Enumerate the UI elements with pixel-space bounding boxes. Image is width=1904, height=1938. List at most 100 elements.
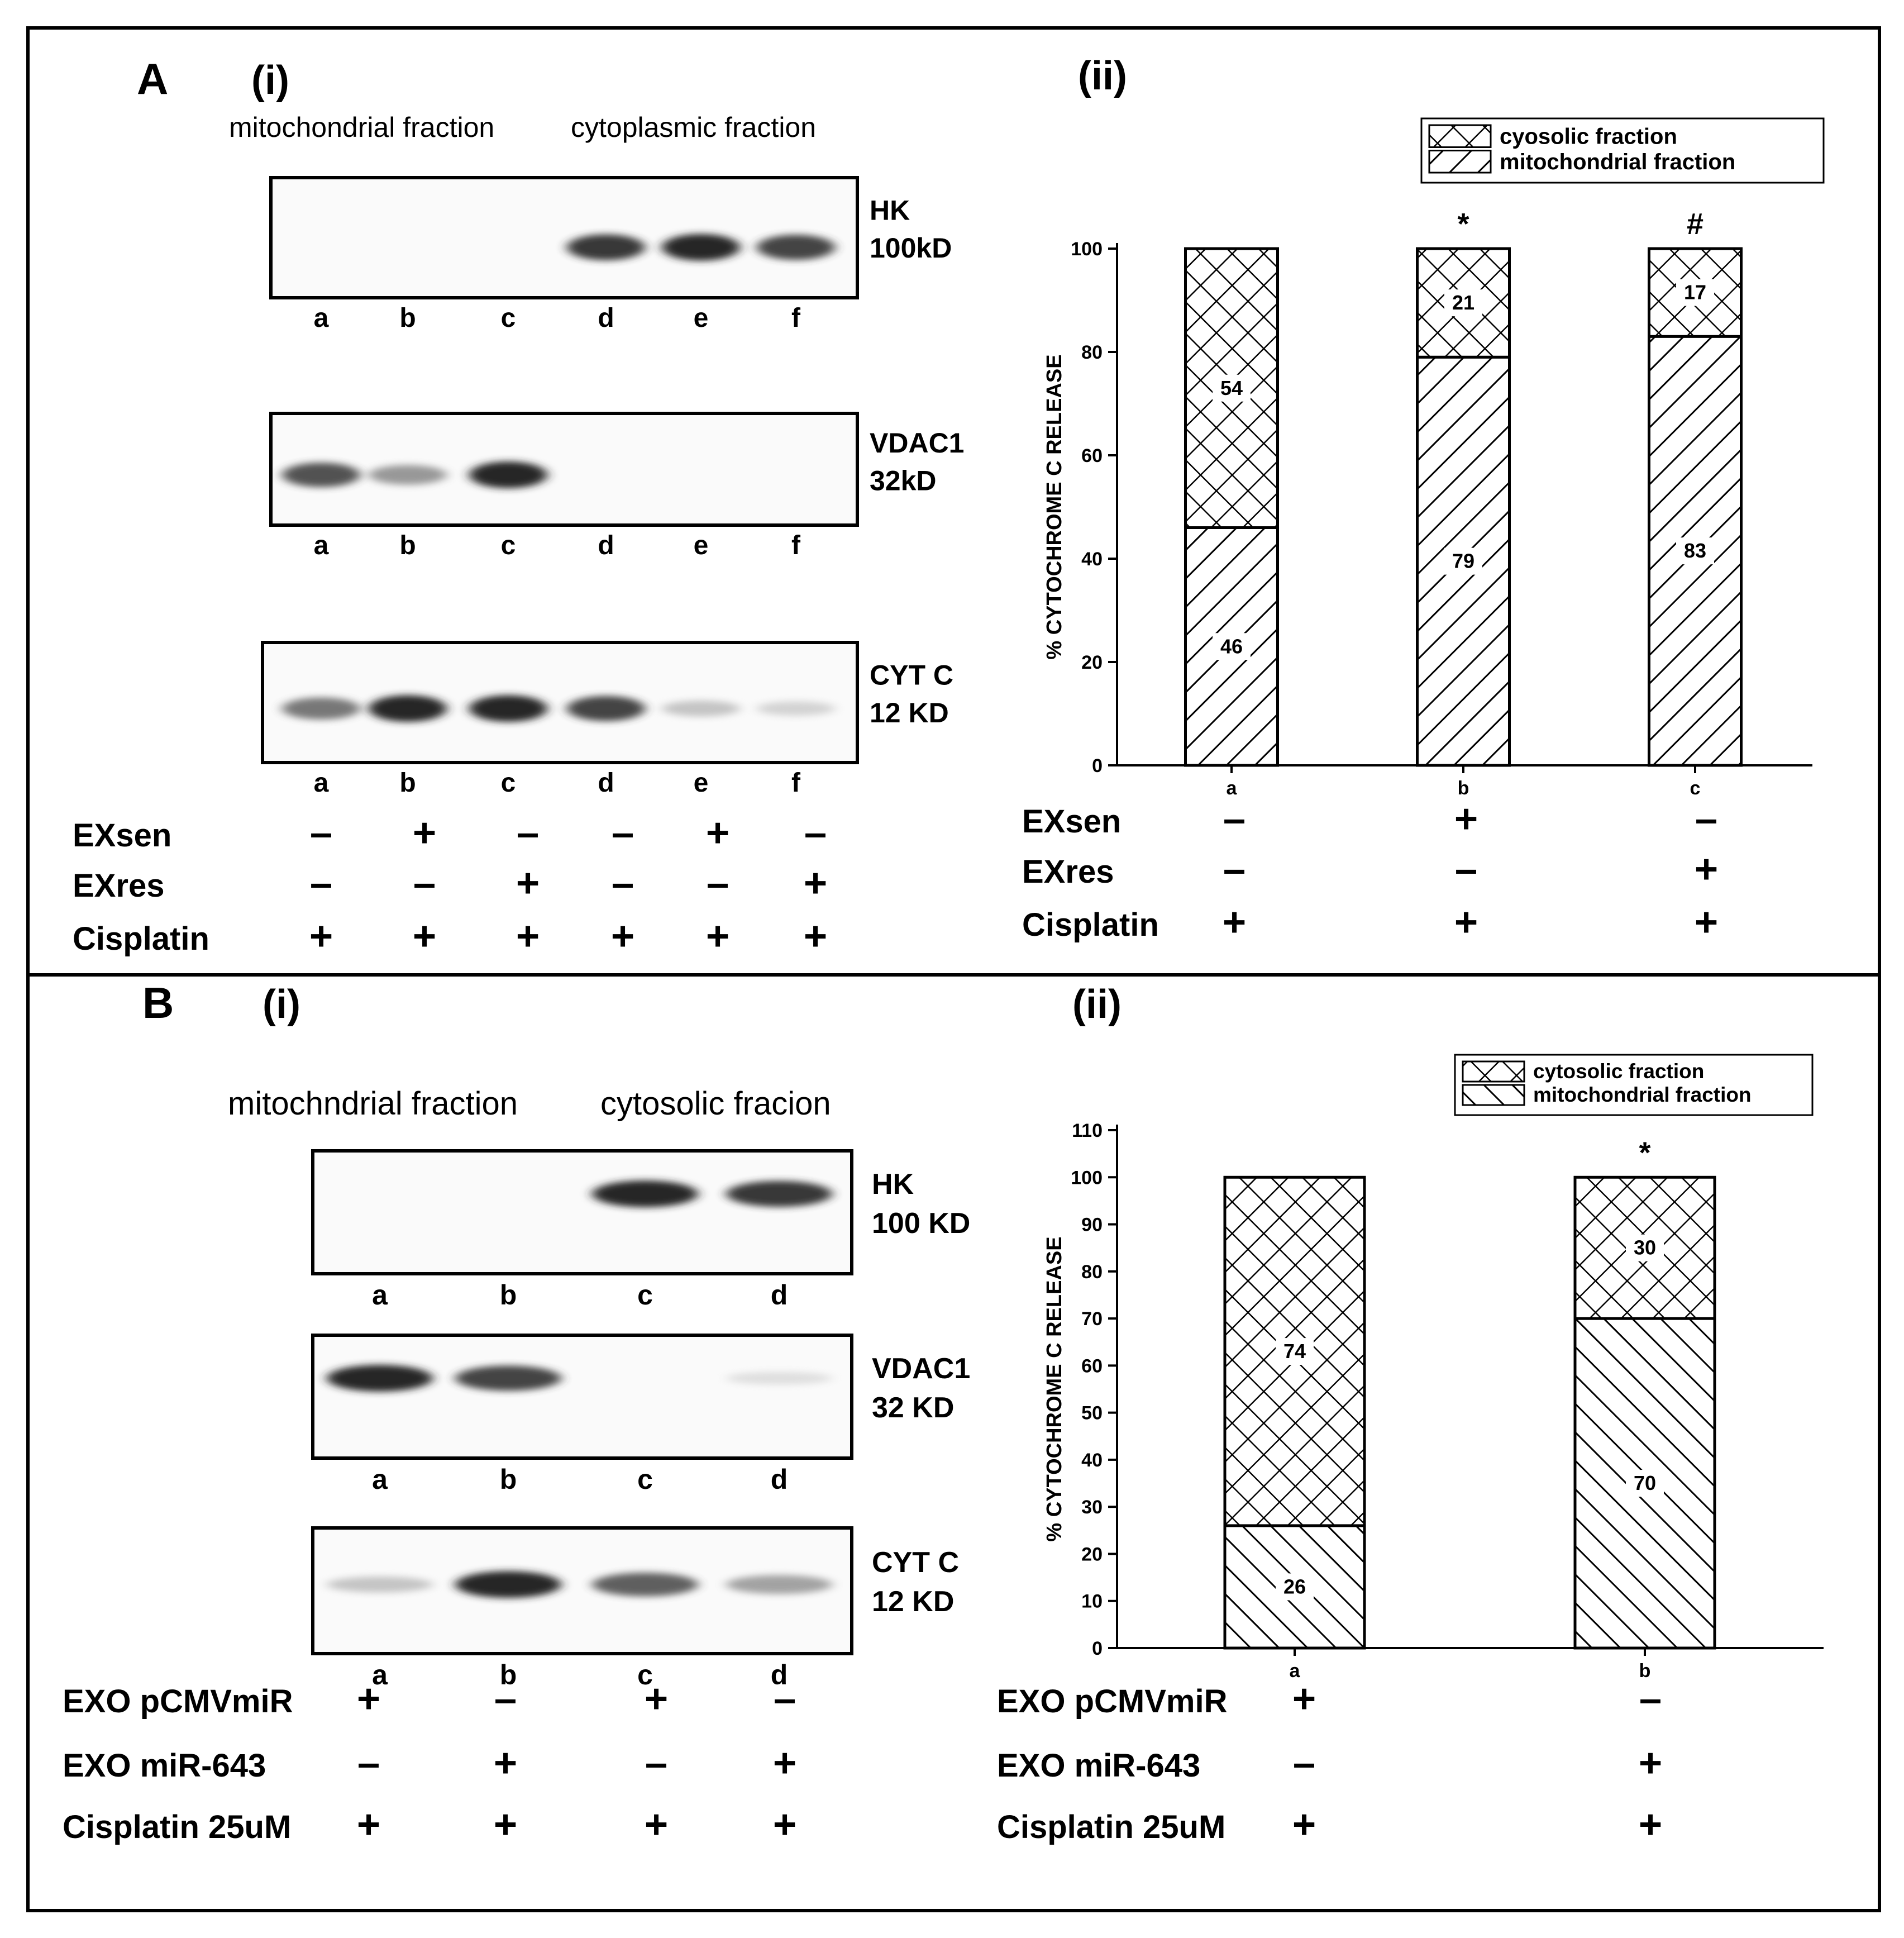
molecular-weight-label: 12 KD xyxy=(870,697,949,728)
lane-label: d xyxy=(598,531,614,560)
blot-panelB-0: a b c d HK 100 KD xyxy=(311,1149,970,1311)
legend-label: cytosolic fraction xyxy=(1533,1060,1704,1083)
treatment-mark: + xyxy=(773,1802,796,1847)
y-tick-label: 20 xyxy=(1081,1544,1103,1565)
blot-band xyxy=(469,695,547,722)
blot-band xyxy=(282,463,360,487)
treatment-label: Cisplatin 25uM xyxy=(997,1809,1225,1845)
treatment-mark: + xyxy=(804,913,827,959)
blot-band xyxy=(282,697,360,720)
lane-label: f xyxy=(791,531,801,560)
data-label-bg xyxy=(1444,547,1482,575)
treatment-mark: – xyxy=(357,1740,380,1785)
data-label: 70 xyxy=(1634,1472,1656,1494)
treatment-mark: – xyxy=(1223,796,1246,841)
treatment-mark: + xyxy=(1292,1802,1316,1847)
blot-band xyxy=(592,1573,698,1597)
x-tick-label: b xyxy=(1639,1660,1651,1682)
treatment-mark: + xyxy=(1695,899,1718,945)
treatment-mark: + xyxy=(494,1802,517,1847)
legend-swatch xyxy=(1428,150,1492,174)
protein-label: VDAC1 xyxy=(872,1353,970,1385)
panel-a-chart: 0 20 40 60 80 100 % CYTOCHROME C RELEASE 46 54 a 7… xyxy=(1043,117,1825,799)
treatment-mark: – xyxy=(517,810,539,855)
lane-label: b xyxy=(500,1464,517,1495)
treatment-mark: – xyxy=(707,860,729,906)
treatment-mark: – xyxy=(310,860,332,906)
blot-panelB-1: a b c d VDAC1 32 KD xyxy=(311,1334,970,1495)
lane-label: c xyxy=(637,1464,653,1495)
blot-band xyxy=(592,1180,698,1207)
treatment-mark: – xyxy=(645,1740,667,1785)
legend-label: cyosolic fraction xyxy=(1500,125,1677,149)
treatment-mark: – xyxy=(413,860,436,906)
data-label-bg xyxy=(1444,289,1482,317)
treatment-label: EXO pCMVmiR xyxy=(63,1683,293,1720)
lane-label: b xyxy=(500,1279,517,1311)
y-tick-label: 110 xyxy=(1072,1120,1103,1141)
significance-mark: * xyxy=(1457,207,1469,241)
data-label: 54 xyxy=(1220,377,1243,399)
data-label-bg xyxy=(1626,1234,1664,1261)
x-tick-label: a xyxy=(1290,1660,1301,1682)
treatment-mark: – xyxy=(1293,1740,1315,1785)
blot-band xyxy=(662,234,740,261)
y-tick-label: 30 xyxy=(1081,1497,1103,1518)
legend-swatch xyxy=(1462,1084,1525,1106)
treatment-mark: – xyxy=(612,810,634,855)
blot-band xyxy=(757,701,835,716)
blot-panelA-2: a b c d e f CYT C 12 KD xyxy=(261,641,953,798)
y-tick-label: 100 xyxy=(1071,239,1103,260)
treatment-mark: – xyxy=(804,810,827,855)
y-axis-label: % CYTOCHROME C RELEASE xyxy=(1043,1236,1066,1541)
treatment-mark: + xyxy=(494,1740,517,1785)
blot-band xyxy=(726,1372,832,1385)
panel-b-sub-ii: (ii) xyxy=(1072,982,1122,1027)
protein-label: HK xyxy=(870,194,910,226)
y-tick-label: 40 xyxy=(1081,549,1103,570)
y-tick-label: 60 xyxy=(1081,1355,1103,1377)
data-label-bg xyxy=(1626,1470,1664,1497)
significance-mark: # xyxy=(1687,207,1703,241)
lane-label: a xyxy=(314,303,329,333)
panel-b-sub-i: (i) xyxy=(263,982,300,1027)
blot-band xyxy=(327,1577,433,1593)
treatment-mark: – xyxy=(1455,846,1477,892)
blot-frame xyxy=(261,641,859,764)
data-label-bg xyxy=(1276,1338,1314,1365)
legend-swatch xyxy=(1462,1060,1525,1083)
panel-a-sub-ii: (ii) xyxy=(1078,54,1127,98)
treatment-label: EXsen xyxy=(73,817,171,854)
blot-band xyxy=(455,1365,561,1391)
data-label-bg xyxy=(1213,633,1251,660)
y-tick-label: 40 xyxy=(1081,1450,1103,1471)
data-label-bg xyxy=(1676,279,1714,306)
blot-band xyxy=(567,234,645,261)
treatment-mark: – xyxy=(310,810,332,855)
data-label: 74 xyxy=(1283,1340,1306,1363)
treatment-mark: + xyxy=(1639,1802,1662,1847)
lane-label: b xyxy=(399,531,416,560)
protein-label: VDAC1 xyxy=(870,427,964,459)
lane-label: e xyxy=(694,768,709,798)
blot-band xyxy=(757,235,835,260)
lane-label: b xyxy=(399,768,416,798)
treatment-mark: – xyxy=(1639,1676,1662,1721)
treatment-label: EXO miR-643 xyxy=(63,1747,266,1784)
legend-label: mitochondrial fraction xyxy=(1500,150,1735,174)
treatment-label: Cisplatin 25uM xyxy=(63,1809,291,1845)
y-axis-label: % CYTOCHROME C RELEASE xyxy=(1043,354,1066,659)
blot-band xyxy=(567,696,645,721)
blot-band xyxy=(469,461,547,488)
blot-band xyxy=(726,1575,832,1594)
treatment-mark: + xyxy=(516,860,540,906)
blot-band xyxy=(327,1365,433,1392)
treatment-mark: – xyxy=(612,860,634,906)
y-tick-label: 50 xyxy=(1081,1403,1103,1424)
blot-panelA-1: a b c d e f VDAC1 32kD xyxy=(269,412,964,560)
treatment-mark: + xyxy=(413,810,436,855)
